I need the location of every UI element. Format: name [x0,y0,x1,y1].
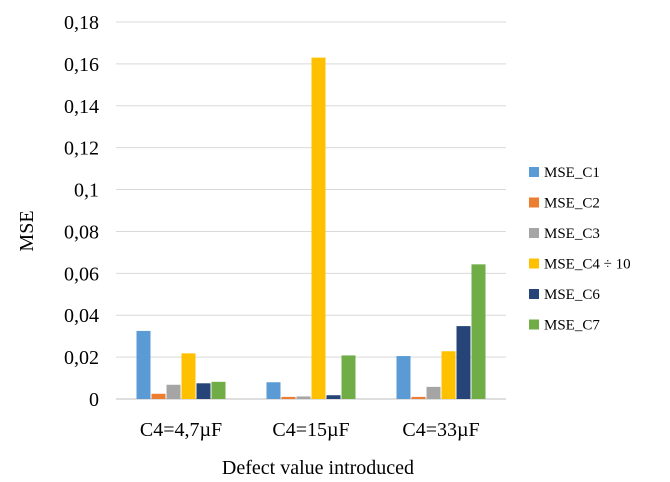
legend-swatch [529,197,539,208]
bar-mse-c4-10-1 [181,353,196,399]
y-tick-label: 0,18 [64,12,99,34]
bar-mse-c2-2 [281,396,296,399]
bar-mse-c1-2 [266,382,281,399]
bar-mse-c6-3 [456,326,471,399]
y-tick-label: 0,04 [64,305,99,327]
y-axis-title: MSE [16,210,38,251]
x-axis-title: Defect value introduced [222,457,414,479]
legend-swatch [529,258,539,269]
x-category-label: C4=33µF [402,419,479,441]
legend-swatch [529,289,539,299]
bar-mse-c4-10-2 [311,57,326,399]
legend-label: MSE_C7 [544,318,600,334]
legend-label: MSE_C1 [544,165,600,181]
x-category-label: C4=15µF [272,419,349,441]
y-tick-label: 0 [89,389,99,411]
bars [136,57,486,399]
bar-mse-c7-1 [211,381,226,399]
x-category-label: C4=4,7µF [140,419,222,441]
legend: MSE_C1 MSE_C2 MSE_C3 MSE_C4 ÷ 10 MSE_C6 MSE_C… [529,165,631,334]
legend-label: MSE_C3 [544,226,600,242]
bar-mse-c7-2 [341,355,356,399]
y-axis-ticks: 0 0,02 0,04 0,06 0,08 0,1 0,12 0,14 0,16 0,18 [64,12,99,411]
x-axis-categories: C4=4,7µF C4=15µF C4=33µF [140,419,480,441]
bar-mse-c4-10-3 [441,351,456,399]
y-tick-label: 0,02 [64,347,99,369]
y-tick-label: 0,08 [64,221,99,243]
y-tick-label: 0,1 [74,180,99,202]
bar-mse-c7-3 [471,264,486,399]
legend-swatch [529,319,539,330]
bar-mse-c3-2 [296,396,311,399]
legend-label: MSE_C2 [544,196,600,212]
y-tick-label: 0,16 [64,54,99,76]
bar-mse-c1-1 [136,330,151,399]
bar-mse-c2-3 [411,396,426,399]
bar-mse-c6-2 [326,395,341,399]
bar-mse-c1-3 [396,356,411,399]
bar-mse-c6-1 [196,383,211,399]
legend-swatch [529,167,539,177]
y-tick-label: 0,14 [64,96,99,118]
bar-mse-c2-1 [151,393,166,399]
gridlines [116,21,506,400]
y-tick-label: 0,12 [64,138,99,160]
bar-mse-c3-1 [166,384,181,399]
legend-swatch [529,228,539,238]
bar-mse-c3-3 [426,386,441,399]
y-tick-label: 0,06 [64,263,99,285]
legend-label: MSE_C4 ÷ 10 [544,257,631,273]
legend-label: MSE_C6 [544,287,600,303]
